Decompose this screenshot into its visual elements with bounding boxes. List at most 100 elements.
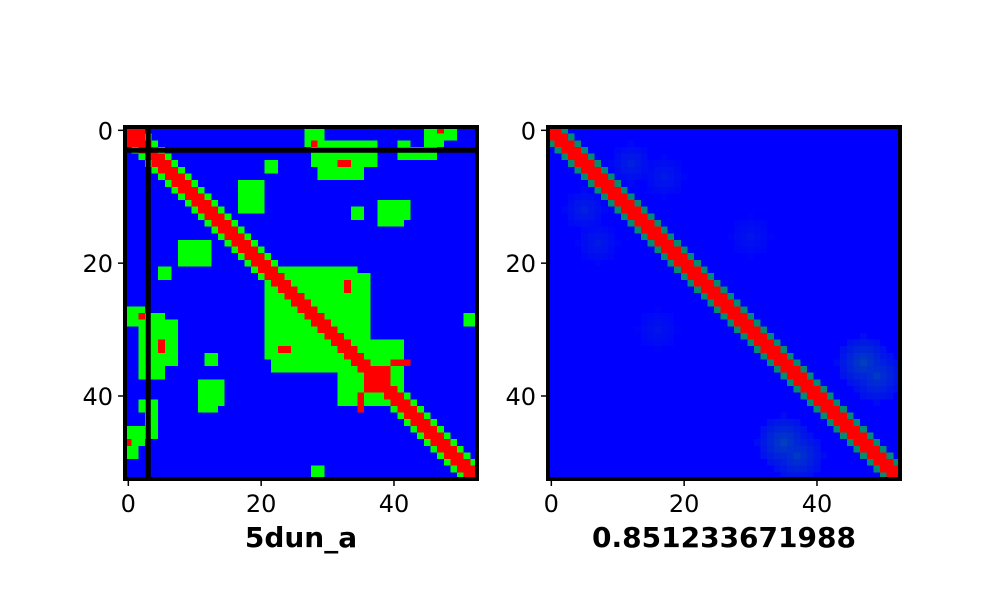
- x-tick-label: 40: [379, 490, 410, 518]
- heatmap-cell: [470, 386, 478, 394]
- heatmap-cell: [627, 319, 635, 327]
- heatmap-cell: [840, 392, 848, 400]
- heatmap-cell: [417, 352, 425, 360]
- heatmap-cell: [747, 180, 755, 188]
- heatmap-cell: [687, 233, 695, 241]
- heatmap-cell: [548, 346, 556, 354]
- heatmap-cell: [138, 127, 146, 135]
- heatmap-cell: [204, 226, 212, 234]
- heatmap-cell: [733, 312, 741, 320]
- heatmap-cell: [264, 439, 272, 447]
- heatmap-cell: [291, 200, 299, 208]
- heatmap-cell: [660, 259, 668, 267]
- heatmap-cell: [587, 206, 595, 214]
- heatmap-cell: [548, 359, 556, 367]
- heatmap-cell: [403, 166, 411, 174]
- heatmap-cell: [297, 359, 305, 367]
- heatmap-cell: [337, 279, 345, 287]
- heatmap-cell: [151, 412, 159, 420]
- heatmap-cell: [820, 379, 828, 387]
- heatmap-cell: [337, 266, 345, 274]
- heatmap-cell: [720, 386, 728, 394]
- heatmap-cell: [237, 432, 245, 440]
- heatmap-cell: [880, 299, 888, 307]
- heatmap-cell: [594, 239, 602, 247]
- heatmap-cell: [667, 273, 675, 281]
- heatmap-cell: [740, 173, 748, 181]
- heatmap-cell: [760, 332, 768, 340]
- heatmap-cell: [846, 259, 854, 267]
- heatmap-cell: [297, 459, 305, 467]
- heatmap-cell: [164, 299, 172, 307]
- heatmap-cell: [866, 146, 874, 154]
- heatmap-cell: [204, 405, 212, 413]
- heatmap-cell: [257, 186, 265, 194]
- heatmap-cell: [158, 193, 166, 201]
- heatmap-cell: [840, 253, 848, 261]
- heatmap-cell: [437, 465, 445, 473]
- heatmap-cell: [164, 359, 172, 367]
- heatmap-cell: [377, 452, 385, 460]
- heatmap-cell: [364, 173, 372, 181]
- heatmap-cell: [601, 273, 609, 281]
- heatmap-cell: [607, 299, 615, 307]
- heatmap-cell: [793, 386, 801, 394]
- heatmap-cell: [634, 180, 642, 188]
- heatmap-cell: [423, 386, 431, 394]
- heatmap-cell: [674, 339, 682, 347]
- heatmap-cell: [574, 186, 582, 194]
- heatmap-cell: [581, 259, 589, 267]
- heatmap-cell: [397, 200, 405, 208]
- heatmap-cell: [297, 293, 305, 301]
- heatmap-cell: [284, 279, 292, 287]
- heatmap-cell: [370, 226, 378, 234]
- heatmap-cell: [377, 239, 385, 247]
- heatmap-cell: [674, 326, 682, 334]
- heatmap-cell: [727, 213, 735, 221]
- heatmap-cell: [284, 266, 292, 274]
- heatmap-cell: [567, 160, 575, 168]
- heatmap-cell: [647, 266, 655, 274]
- heatmap-cell: [607, 186, 615, 194]
- heatmap-cell: [178, 259, 186, 267]
- heatmap-cell: [364, 279, 372, 287]
- heatmap-cell: [687, 306, 695, 314]
- heatmap-cell: [264, 332, 272, 340]
- heatmap-cell: [198, 412, 206, 420]
- heatmap-cell: [640, 366, 649, 374]
- heatmap-cell: [780, 127, 788, 135]
- heatmap-cell: [820, 259, 828, 267]
- heatmap-cell: [138, 339, 146, 347]
- heatmap-cell: [853, 392, 861, 400]
- heatmap-cell: [640, 127, 649, 135]
- heatmap-cell: [700, 299, 708, 307]
- heatmap-cell: [574, 392, 582, 400]
- heatmap-cell: [158, 239, 166, 247]
- heatmap-cell: [403, 465, 411, 473]
- heatmap-cell: [747, 166, 755, 174]
- heatmap-cell: [740, 153, 748, 161]
- heatmap-cell: [640, 253, 649, 261]
- heatmap-cell: [753, 379, 761, 387]
- heatmap-cell: [640, 259, 649, 267]
- heatmap-cell: [330, 233, 338, 241]
- heatmap-cell: [237, 326, 245, 334]
- heatmap-cell: [853, 332, 861, 340]
- heatmap-cell: [614, 319, 622, 327]
- heatmap-cell: [574, 319, 582, 327]
- heatmap-cell: [237, 173, 245, 181]
- heatmap-cell: [131, 286, 139, 294]
- heatmap-cell: [687, 326, 695, 334]
- heatmap-cell: [244, 346, 252, 354]
- heatmap-cell: [660, 392, 668, 400]
- heatmap-cell: [164, 173, 172, 181]
- heatmap-cell: [251, 213, 259, 221]
- heatmap-cell: [178, 419, 186, 427]
- heatmap-cell: [581, 193, 589, 201]
- heatmap-cell: [463, 439, 471, 447]
- heatmap-cell: [244, 312, 252, 320]
- heatmap-cell: [397, 266, 405, 274]
- heatmap-cell: [430, 266, 438, 274]
- heatmap-cell: [640, 273, 649, 281]
- heatmap-cell: [158, 459, 166, 467]
